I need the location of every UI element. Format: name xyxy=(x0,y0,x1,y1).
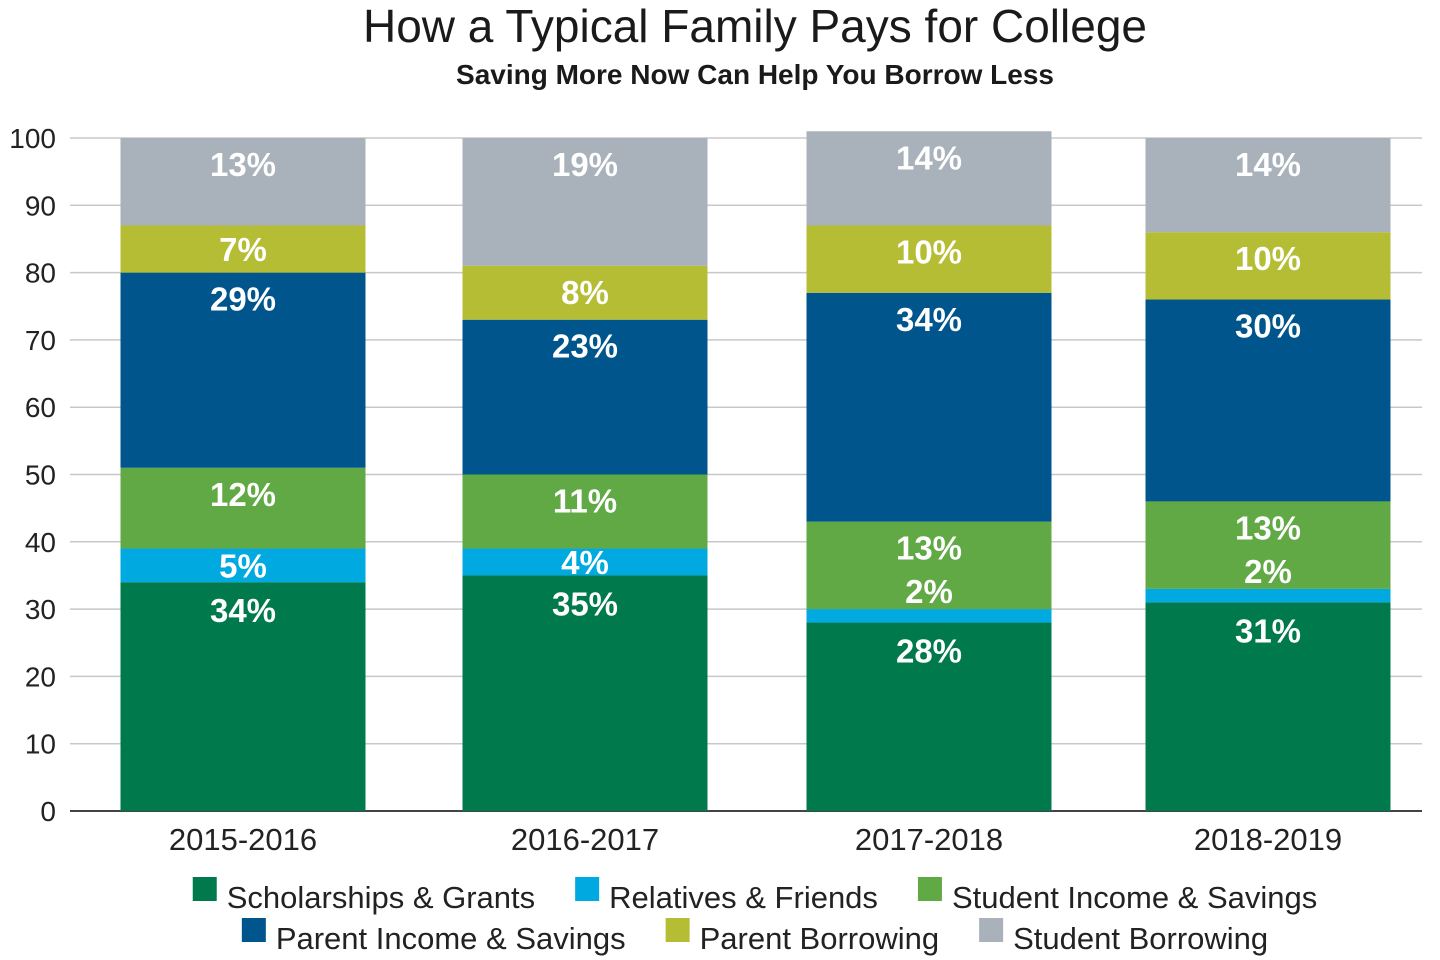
legend-label: Student Income & Savings xyxy=(952,880,1317,915)
bar-stack: 28% 2% 13% 34% 10% 14% xyxy=(806,131,1052,811)
data-label: 19% xyxy=(552,146,618,183)
bar-segment xyxy=(120,272,366,468)
y-tick-label: 80 xyxy=(25,258,56,289)
legend-item: Student Income & Savings xyxy=(917,877,1317,915)
x-tick-label: 2016-2017 xyxy=(511,822,659,857)
bar-stack: 34% 5% 12% 29% 7% 13% xyxy=(120,138,366,811)
bar-segment xyxy=(806,292,1052,522)
legend-label: Scholarships & Grants xyxy=(227,880,535,915)
data-label: 2% xyxy=(1244,553,1292,590)
bar-segment xyxy=(120,138,366,226)
y-axis-ticks: 0 10 20 30 40 50 60 70 80 90 100 xyxy=(9,123,56,827)
bar-segment xyxy=(1145,588,1391,603)
data-label: 13% xyxy=(210,146,276,183)
x-axis-labels: 2015-2016 2016-2017 2017-2018 2018-2019 xyxy=(169,822,1342,857)
data-label: 14% xyxy=(896,139,962,176)
data-label: 14% xyxy=(1235,146,1301,183)
bar-segment xyxy=(120,225,366,273)
data-label: 29% xyxy=(210,281,276,318)
y-tick-label: 50 xyxy=(25,460,56,491)
y-tick-label: 70 xyxy=(25,325,56,356)
bar-segment xyxy=(806,609,1052,623)
chart-subtitle: Saving More Now Can Help You Borrow Less xyxy=(456,59,1054,90)
y-tick-label: 60 xyxy=(25,392,56,423)
y-tick-label: 30 xyxy=(25,594,56,625)
data-label: 11% xyxy=(553,483,617,520)
legend-swatch xyxy=(979,918,1004,942)
bar-stack: 31% 2% 13% 30% 10% 14% xyxy=(1145,138,1391,811)
x-tick-label: 2017-2018 xyxy=(855,822,1003,857)
bar-segment xyxy=(462,319,708,475)
bar-segment xyxy=(462,138,708,266)
data-label: 34% xyxy=(896,301,962,338)
legend-label: Relatives & Friends xyxy=(609,880,878,915)
bar-segment xyxy=(120,467,366,549)
data-label: 12% xyxy=(210,476,276,513)
data-label: 28% xyxy=(896,633,962,670)
bars: 34% 5% 12% 29% 7% 13% 35% 4% 11% 23% 8% 19% 28% 2% 13%… xyxy=(120,131,1391,811)
x-tick-label: 2015-2016 xyxy=(169,822,317,857)
legend-label: Parent Borrowing xyxy=(700,921,940,956)
legend-label: Student Borrowing xyxy=(1013,921,1268,956)
data-label: 7% xyxy=(219,231,267,268)
bar-segment xyxy=(462,575,708,811)
bar-segment xyxy=(1145,232,1391,300)
data-label: 2% xyxy=(905,573,953,610)
data-label: 8% xyxy=(561,274,609,311)
legend-item: Parent Income & Savings xyxy=(241,918,626,956)
bar-segment xyxy=(1145,299,1391,502)
data-label: 5% xyxy=(219,547,267,584)
legend-swatch xyxy=(917,877,942,901)
chart-title: How a Typical Family Pays for College xyxy=(363,0,1147,52)
legend-item: Scholarships & Grants xyxy=(192,877,535,915)
bar-segment xyxy=(462,548,708,576)
data-label: 10% xyxy=(1235,240,1301,277)
y-tick-label: 90 xyxy=(25,190,56,221)
data-label: 31% xyxy=(1235,612,1301,649)
data-label: 4% xyxy=(561,544,609,581)
y-tick-label: 0 xyxy=(40,796,56,827)
legend-label: Parent Income & Savings xyxy=(276,921,626,956)
bar-segment xyxy=(806,131,1052,226)
legend-swatch xyxy=(241,918,266,942)
legend-swatch xyxy=(665,918,690,942)
bar-segment xyxy=(462,265,708,320)
data-label: 30% xyxy=(1235,308,1301,345)
y-tick-label: 10 xyxy=(25,729,56,760)
legend-item: Parent Borrowing xyxy=(665,918,940,956)
bar-segment xyxy=(1145,501,1391,589)
bar-segment xyxy=(1145,138,1391,233)
legend-item: Student Borrowing xyxy=(979,918,1268,956)
bar-segment xyxy=(806,225,1052,293)
bar-segment xyxy=(806,521,1052,610)
y-tick-label: 40 xyxy=(25,527,56,558)
bar-segment xyxy=(120,548,366,583)
legend: Scholarships & Grants Relatives & Friends… xyxy=(192,877,1317,956)
bar-segment xyxy=(120,582,366,811)
data-label: 34% xyxy=(210,592,276,629)
bar-stack: 35% 4% 11% 23% 8% 19% xyxy=(462,138,708,811)
legend-swatch xyxy=(575,877,600,901)
bar-segment xyxy=(806,622,1052,811)
x-tick-label: 2018-2019 xyxy=(1194,822,1342,857)
data-label: 23% xyxy=(552,328,618,365)
bar-segment xyxy=(1145,602,1391,811)
data-label: 13% xyxy=(896,530,962,567)
legend-item: Relatives & Friends xyxy=(575,877,878,915)
y-tick-label: 20 xyxy=(25,661,56,692)
y-tick-label: 100 xyxy=(9,123,56,154)
legend-swatch xyxy=(192,877,217,901)
data-label: 10% xyxy=(896,233,962,270)
data-label: 13% xyxy=(1235,509,1301,546)
bar-segment xyxy=(462,474,708,549)
data-label: 35% xyxy=(552,585,618,622)
